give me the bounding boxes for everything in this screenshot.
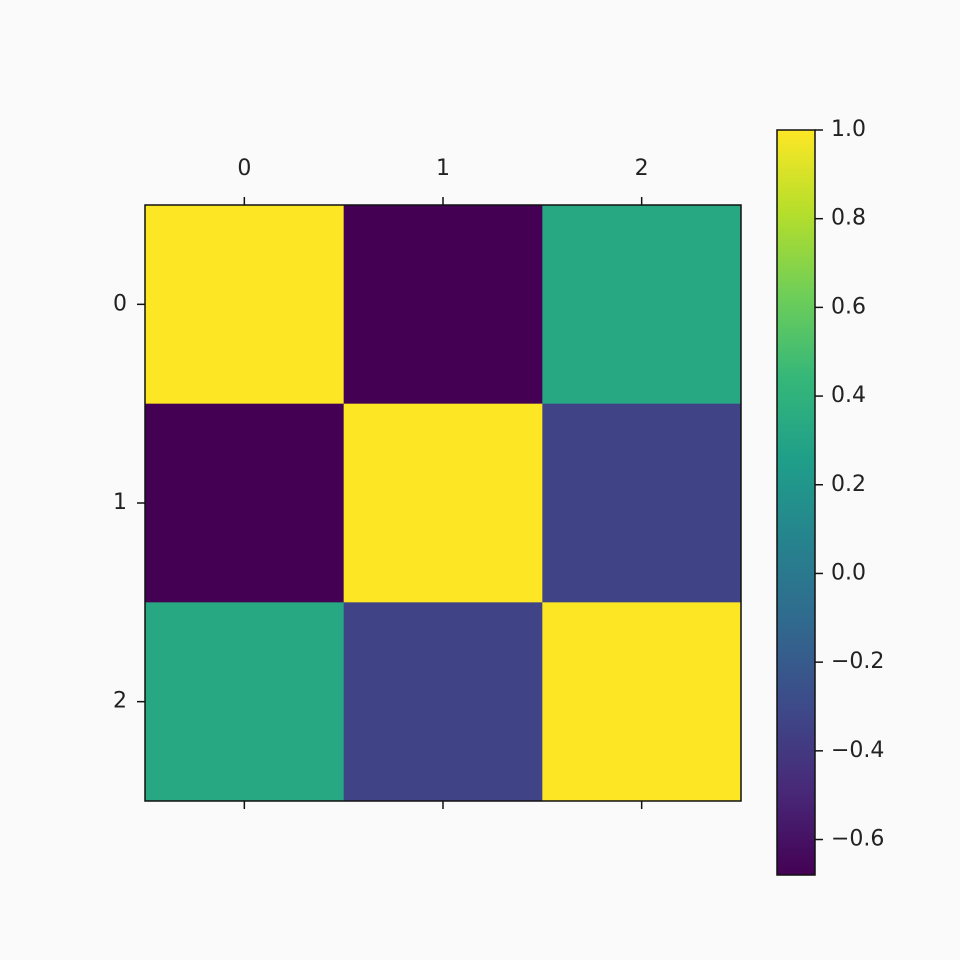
heatmap-cell xyxy=(542,403,742,603)
colorbar-tick-label: −0.6 xyxy=(831,827,884,852)
colorbar xyxy=(776,129,816,876)
colorbar-tick-label: 1.0 xyxy=(831,117,866,142)
heatmap-cell xyxy=(145,602,345,802)
colorbar-tick-label: 0.6 xyxy=(831,294,866,319)
y-tick-label: 1 xyxy=(113,490,127,515)
heatmap-cell xyxy=(343,403,543,603)
y-tick-label: 2 xyxy=(113,689,127,714)
colorbar-tick-label: 0.2 xyxy=(831,472,866,497)
heatmap-cell xyxy=(145,403,345,603)
x-tick-label: 0 xyxy=(237,156,251,181)
x-tick-label: 1 xyxy=(436,156,450,181)
colorbar-tick-label: −0.2 xyxy=(831,649,884,674)
heatmap-cell xyxy=(343,205,543,405)
heatmap-cell xyxy=(542,602,742,802)
colorbar-tick-label: 0.4 xyxy=(831,383,866,408)
colorbar-tick-label: 0.8 xyxy=(831,206,866,231)
colorbar-tick-label: 0.0 xyxy=(831,560,866,585)
x-tick-label: 2 xyxy=(635,156,649,181)
colorbar-tick-label: −0.4 xyxy=(831,738,884,763)
heatmap-cell xyxy=(145,205,345,405)
y-tick-label: 0 xyxy=(113,291,127,316)
heatmap-cell xyxy=(542,205,742,405)
heatmap-cell xyxy=(343,602,543,802)
